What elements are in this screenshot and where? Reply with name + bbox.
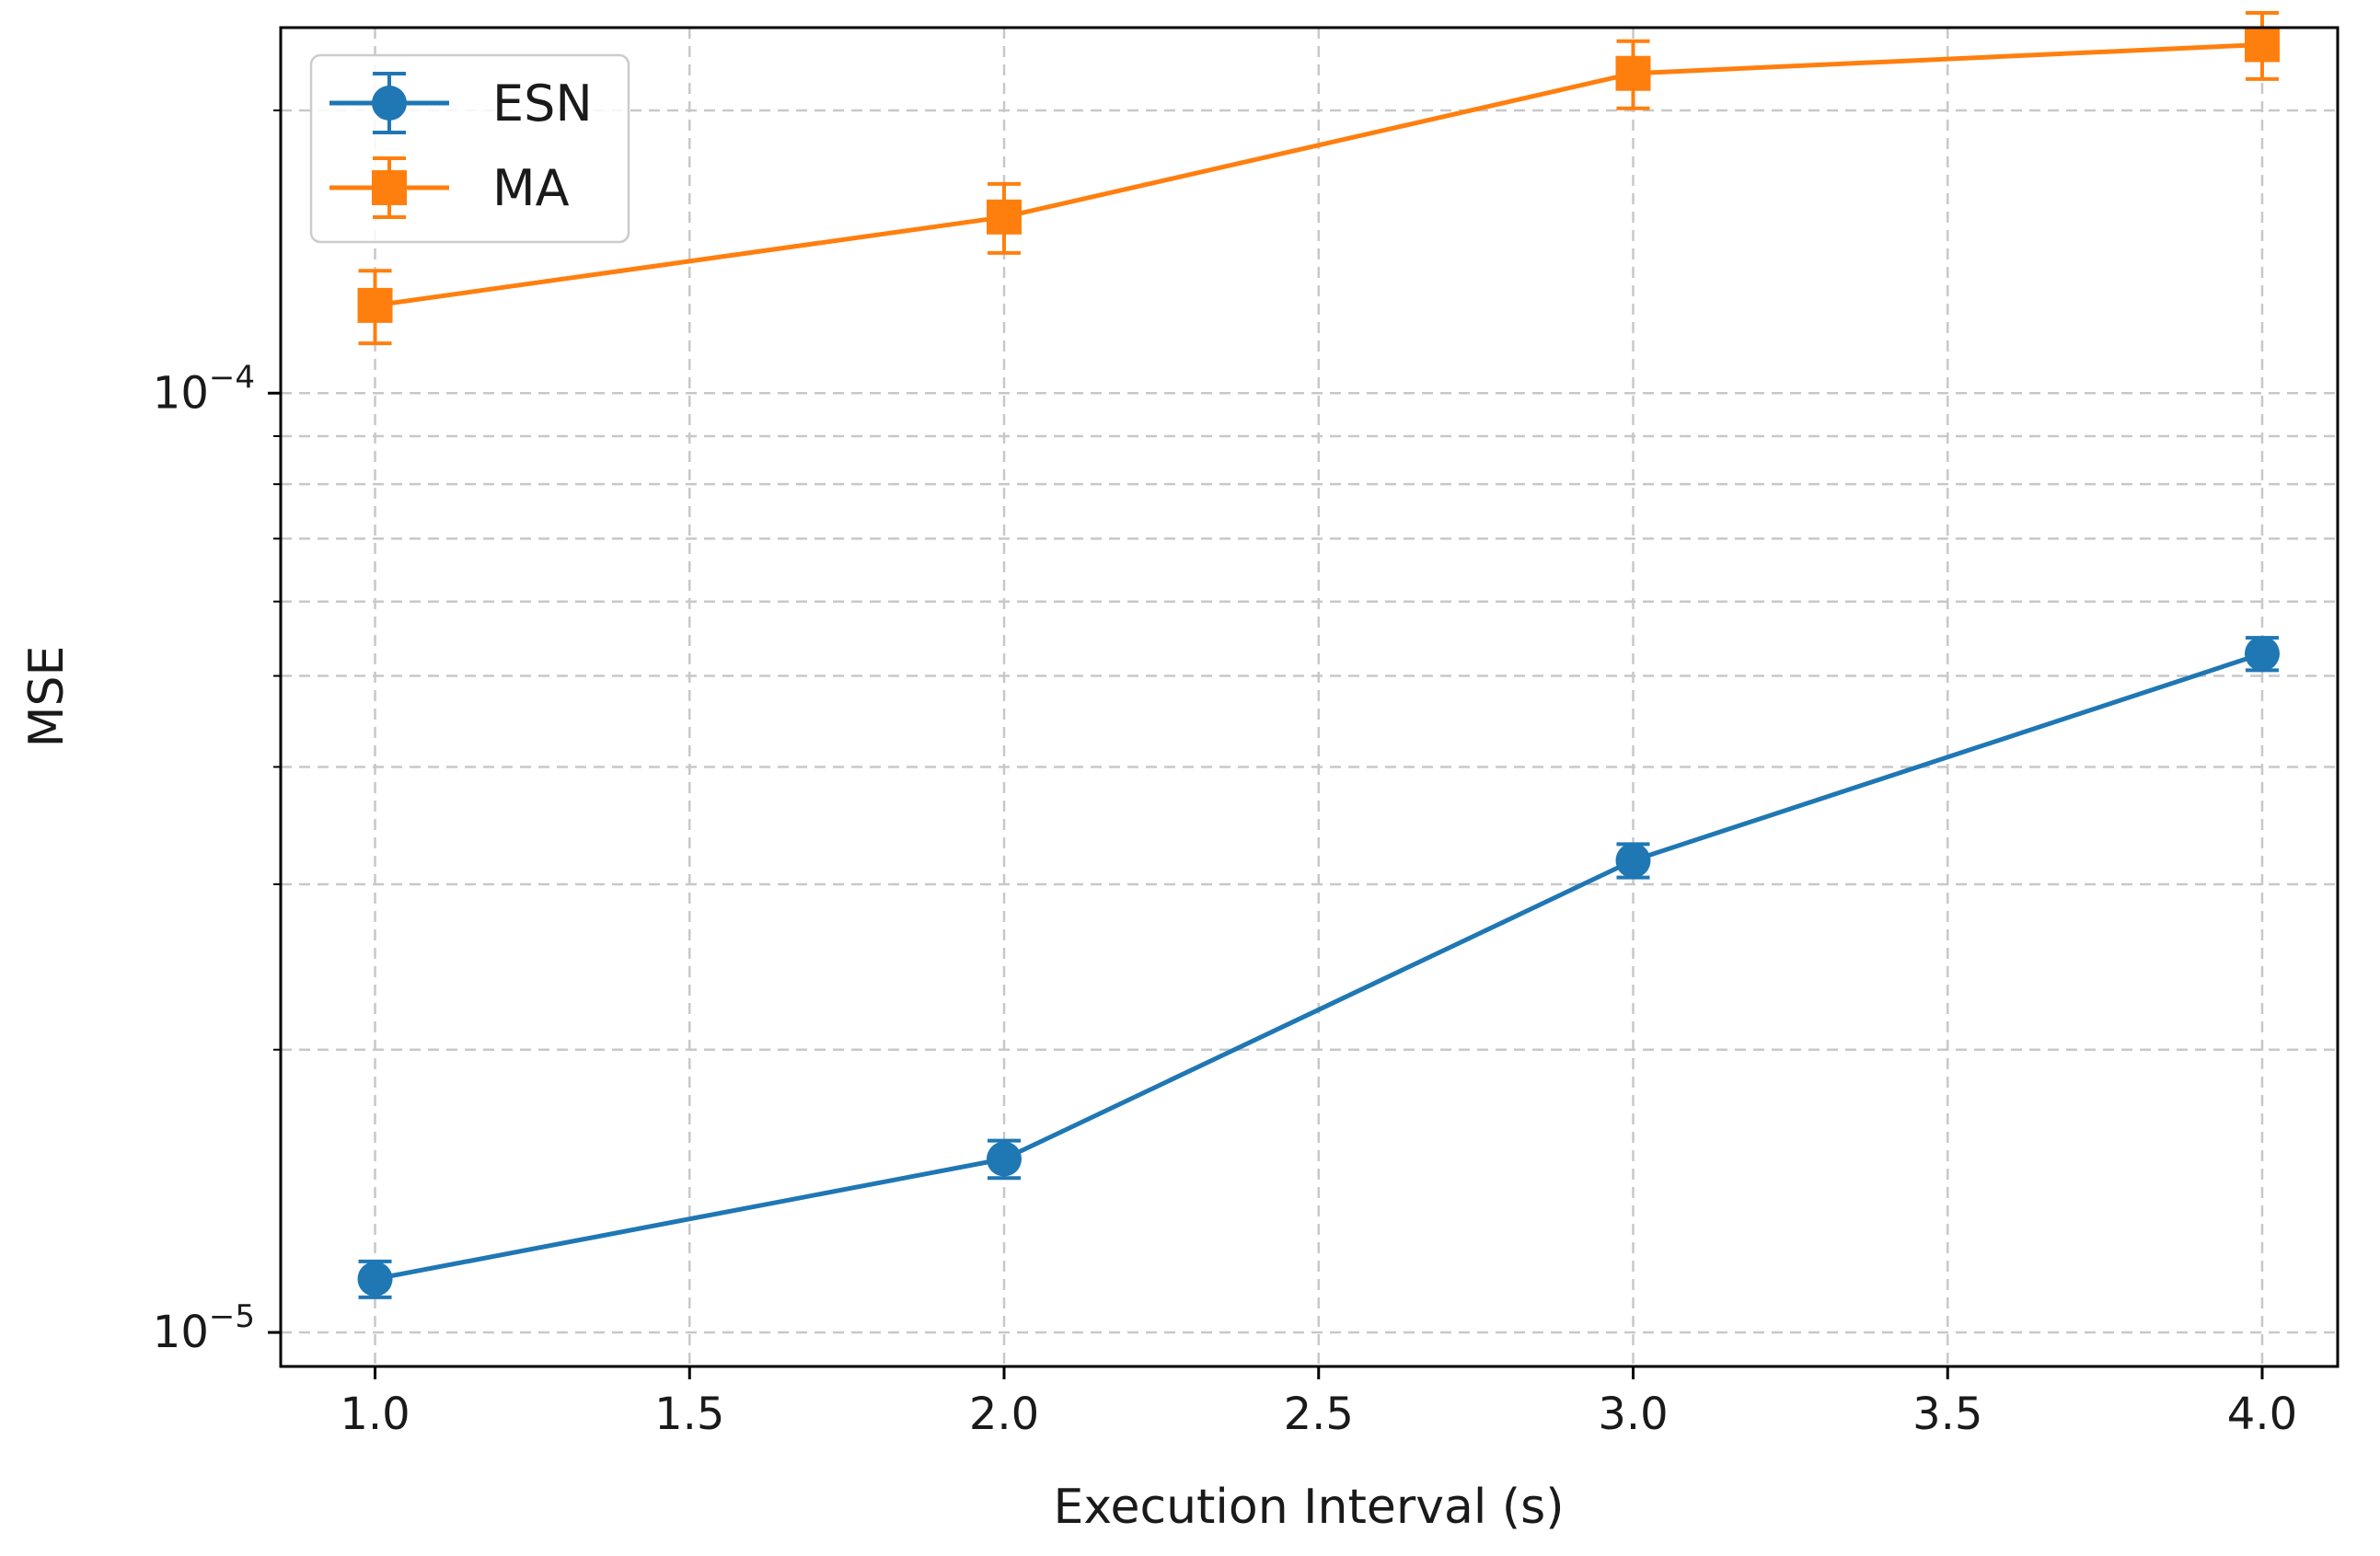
x-tick-label: 4.0 [2227,1389,2297,1440]
x-tick-labels: 1.0 1.5 2.0 2.5 3.0 3.5 4.0 [340,1389,2297,1440]
legend-marker [372,86,407,121]
plot-background [281,28,2338,1366]
legend-label: MA [492,159,570,217]
plot-frame [279,26,2340,1368]
data-point [357,287,393,323]
data-point [1615,843,1651,879]
y-axis-label: MSE [19,646,75,748]
x-tick-label: 3.0 [1598,1389,1668,1440]
y-tick-label: 10−4 [153,359,255,419]
y-tick-label: 10−5 [153,1298,255,1358]
x-tick-label: 2.5 [1284,1389,1354,1440]
legend-label: ESN [492,75,593,133]
series-line [375,41,2263,308]
data-point [987,199,1022,235]
series-ma [357,11,2280,346]
legend-item-esn: ESN [329,72,593,134]
legend-marker [372,170,407,205]
data-point [2244,27,2280,63]
x-tick-label: 1.5 [654,1389,724,1440]
series-layer [357,11,2280,1299]
legend-item-ma: MA [329,156,570,219]
data-point [987,1141,1022,1177]
series-esn [357,636,2280,1299]
x-tick-label: 2.0 [969,1389,1039,1440]
y-tick-labels: 10−5 10−4 [153,359,255,1358]
data-point [357,1261,393,1297]
data-point [1615,55,1651,91]
x-axis-label: Execution Interval (s) [1053,1480,1564,1535]
series-line [375,651,2263,1282]
x-tick-label: 3.5 [1912,1389,1982,1440]
legend: ESN MA [309,53,630,244]
x-tick-label: 1.0 [340,1389,410,1440]
data-point [2244,636,2280,672]
tick-marks [268,109,2264,1379]
